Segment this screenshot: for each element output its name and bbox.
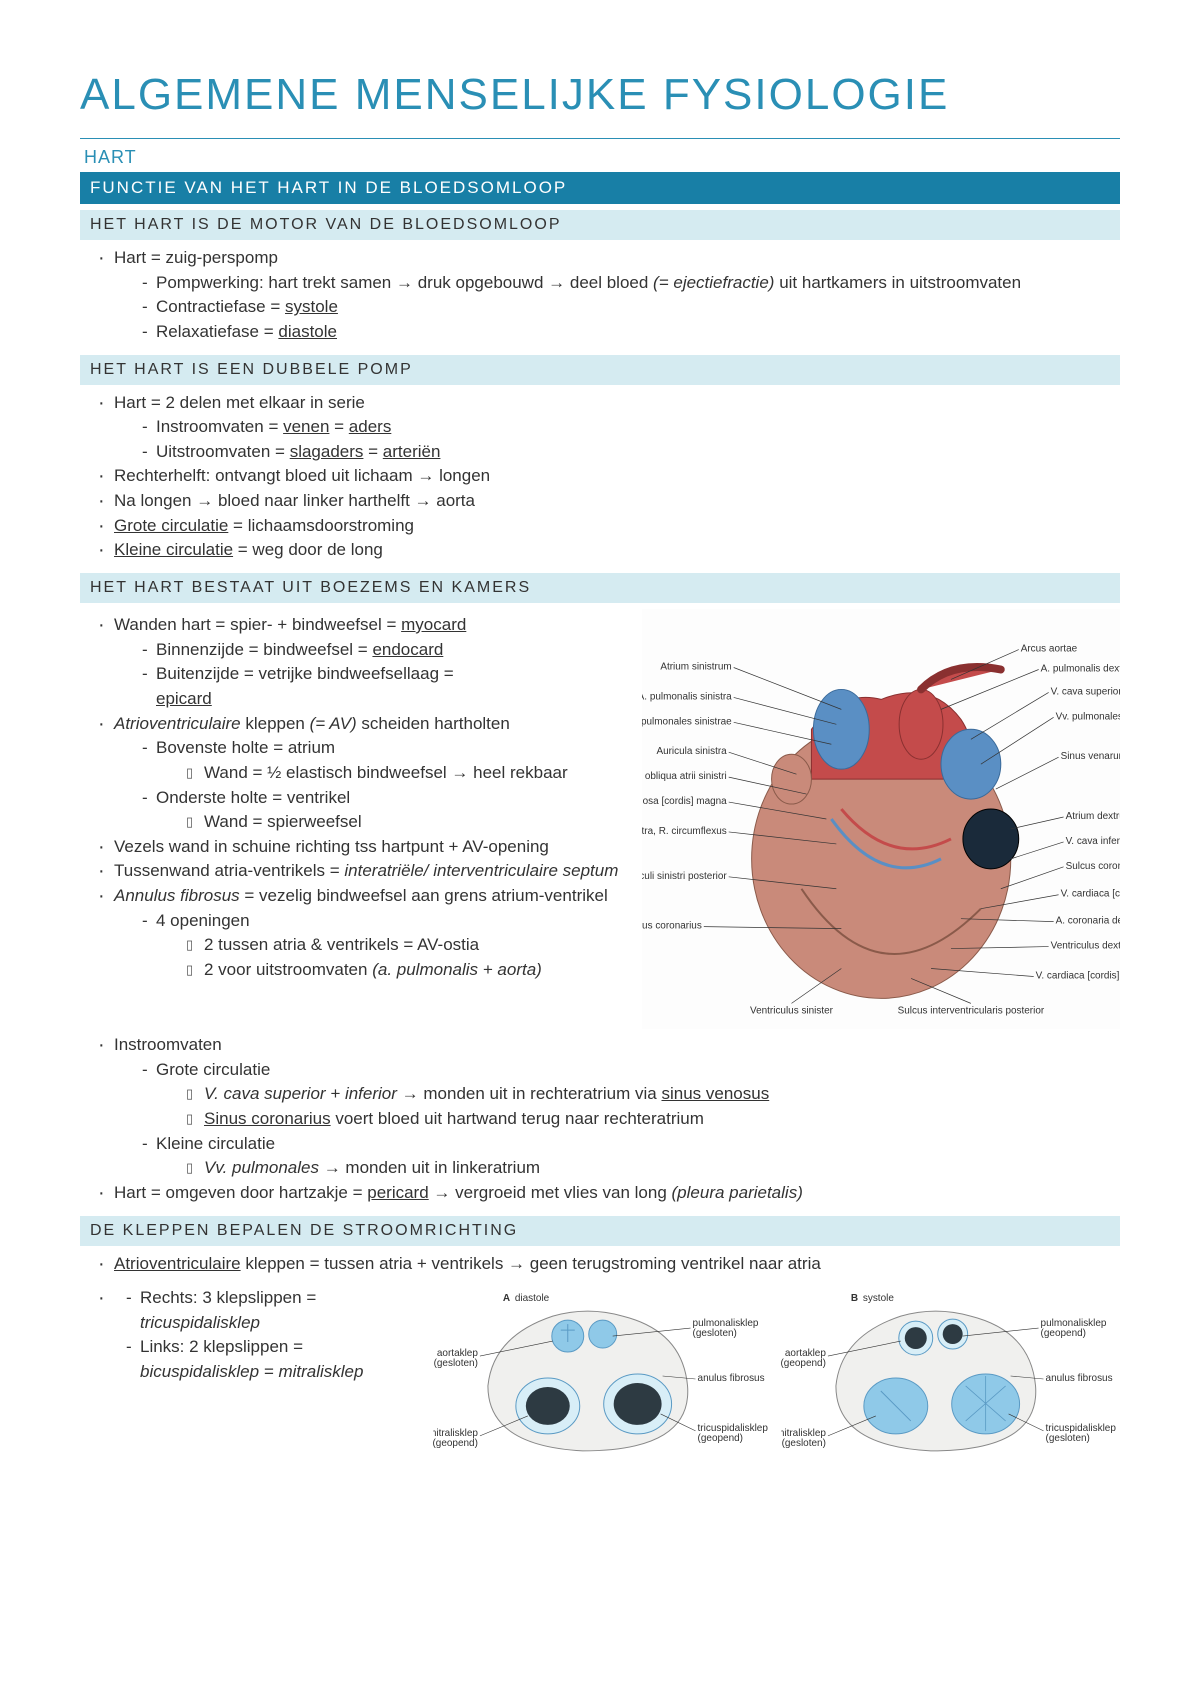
svg-text:anulus fibrosus: anulus fibrosus [1045, 1373, 1112, 1384]
list-item: Links: 2 klepslippen = bicuspidalisklep … [126, 1335, 423, 1384]
subheader-boezems: HET HART BESTAAT UIT BOEZEMS EN KAMERS [80, 573, 1120, 603]
banner-functie: FUNCTIE VAN HET HART IN DE BLOEDSOMLOOP [80, 172, 1120, 204]
list-item: Annulus fibrosus = vezelig bindweefsel a… [98, 884, 628, 983]
list-item: Wand = spierweefsel [186, 810, 628, 835]
svg-text:Sinus coronarius: Sinus coronarius [642, 921, 702, 932]
svg-text:A. coronaria sinistra, R. circ: A. coronaria sinistra, R. circumflexus [642, 826, 727, 837]
svg-text:(geopend): (geopend) [433, 1438, 478, 1449]
svg-text:Vv. pulmonales dextrae: Vv. pulmonales dextrae [1055, 711, 1120, 722]
list-item: Kleine circulatie Vv. pulmonales → monde… [142, 1132, 1120, 1181]
list-item: Pompwerking: hart trekt samen → druk opg… [142, 271, 1120, 296]
svg-text:A. pulmonalis dextra: A. pulmonalis dextra [1040, 664, 1120, 675]
list-item: Atrioventriculaire kleppen = tussen atri… [98, 1252, 1120, 1277]
svg-text:V. cardiaca [cordis] parva: V. cardiaca [cordis] parva [1060, 889, 1120, 900]
list-item: Instroomvaten = venen = aders [142, 415, 1120, 440]
list-item: Contractiefase = systole [142, 295, 1120, 320]
svg-text:(geopend): (geopend) [1040, 1328, 1085, 1339]
list-item: 2 voor uitstroomvaten (a. pulmonalis + a… [186, 958, 628, 983]
list-item: V. cava superior + inferior → monden uit… [186, 1082, 1120, 1107]
page-title: ALGEMENE MENSELIJKE FYSIOLOGIE [80, 70, 1120, 120]
svg-text:A. pulmonalis sinistra: A. pulmonalis sinistra [642, 691, 732, 702]
list-item: Grote circulatie V. cava superior + infe… [142, 1058, 1120, 1132]
list-item: Vv. pulmonales → monden uit in linkeratr… [186, 1156, 1120, 1181]
list-item: Atrioventriculaire kleppen (= AV) scheid… [98, 712, 628, 835]
svg-text:systole: systole [862, 1293, 893, 1304]
svg-text:B: B [850, 1293, 857, 1304]
svg-text:(gesloten): (gesloten) [781, 1438, 825, 1449]
list-item: 4 openingen 2 tussen atria & ventrikels … [142, 909, 628, 983]
list-boezems-cont: Instroomvaten Grote circulatie V. cava s… [80, 1033, 1120, 1205]
svg-text:Sinus venarum cavarum: Sinus venarum cavarum [1060, 751, 1120, 762]
section-label-hart: HART [80, 145, 1120, 170]
list-item: Instroomvaten Grote circulatie V. cava s… [98, 1033, 1120, 1181]
list-item: Rechterhelft: ontvangt bloed uit lichaam… [98, 464, 1120, 489]
subheader-motor: HET HART IS DE MOTOR VAN DE BLOEDSOMLOOP [80, 210, 1120, 240]
list-item: Sinus coronarius voert bloed uit hartwan… [186, 1107, 1120, 1132]
list-item: Grote circulatie = lichaamsdoorstroming [98, 514, 1120, 539]
svg-text:V. obliqua atrii sinistri: V. obliqua atrii sinistri [642, 771, 727, 782]
list-item: Wanden hart = spier- + bindweefsel = myo… [98, 613, 628, 712]
list-item: Buitenzijde = vetrijke bindweefsellaag =… [142, 662, 628, 711]
list-item: Vezels wand in schuine richting tss hart… [98, 835, 628, 860]
svg-text:V. ventriculi sinistri posteri: V. ventriculi sinistri posterior [642, 871, 727, 882]
svg-text:diastole: diastole [515, 1293, 550, 1304]
list-item: Uitstroomvaten = slagaders = arteriën [142, 440, 1120, 465]
list-kleppen: Atrioventriculaire kleppen = tussen atri… [80, 1252, 1120, 1277]
list-item: Rechts: 3 klepslippen = tricuspidaliskle… [126, 1286, 423, 1335]
list-dubbele-pomp: Hart = 2 delen met elkaar in serie Instr… [80, 391, 1120, 563]
subheader-kleppen: DE KLEPPEN BEPALEN DE STROOMRICHTING [80, 1216, 1120, 1246]
list-item: 2 tussen atria & ventrikels = AV-ostia [186, 933, 628, 958]
list-item: Bovenste holte = atrium Wand = ½ elastis… [142, 736, 628, 785]
svg-text:(gesloten): (gesloten) [1045, 1433, 1089, 1444]
svg-text:(gesloten): (gesloten) [693, 1328, 737, 1339]
svg-text:Arcus aortae: Arcus aortae [1020, 644, 1077, 655]
svg-text:Auricula sinistra: Auricula sinistra [656, 746, 727, 757]
list-item: Hart = omgeven door hartzakje = pericard… [98, 1181, 1120, 1206]
valve-figure-diastole: A diastole aortaklep (gesloten) mitralis… [433, 1286, 772, 1466]
svg-text:(geopend): (geopend) [781, 1358, 826, 1369]
svg-text:V. cordiosa [cordis] magna: V. cordiosa [cordis] magna [642, 796, 727, 807]
svg-text:V. cava superior: V. cava superior [1050, 686, 1120, 697]
svg-text:Ventriculus sinister: Ventriculus sinister [750, 1005, 834, 1016]
list-item: Hart = 2 delen met elkaar in serie Instr… [98, 391, 1120, 465]
svg-text:Atrium dextrum: Atrium dextrum [1065, 811, 1120, 822]
list-item: Onderste holte = ventrikel Wand = spierw… [142, 786, 628, 835]
svg-text:Vv. pulmonales sinistrae: Vv. pulmonales sinistrae [642, 716, 732, 727]
svg-text:anulus fibrosus: anulus fibrosus [698, 1373, 765, 1384]
svg-text:A: A [503, 1293, 510, 1304]
title-divider [80, 138, 1120, 139]
svg-text:V. cava inferior: V. cava inferior [1065, 836, 1120, 847]
list-item: Wand = ½ elastisch bindweefsel → heel re… [186, 761, 628, 786]
svg-text:Ventriculus dexter: Ventriculus dexter [1050, 941, 1120, 952]
valve-figure-systole: B systole aortaklep (geopend) mitraliskl… [781, 1286, 1120, 1466]
svg-text:Atrium sinistrum: Atrium sinistrum [660, 662, 731, 673]
svg-text:A. coronaria dextra: A. coronaria dextra [1055, 916, 1120, 927]
svg-text:Sulcus interventricularis post: Sulcus interventricularis posterior [897, 1005, 1044, 1016]
list-item: Tussenwand atria-ventrikels = interatrië… [98, 859, 628, 884]
svg-text:(gesloten): (gesloten) [434, 1358, 478, 1369]
heart-anatomy-figure: Atrium sinistrum A. pulmonalis sinistra … [642, 609, 1120, 1029]
list-boezems: Wanden hart = spier- + bindweefsel = myo… [80, 613, 628, 983]
svg-text:Sulcus coronarius: Sulcus coronarius [1065, 861, 1120, 872]
list-item: Binnenzijde = bindweefsel = endocard [142, 638, 628, 663]
list-item: Kleine circulatie = weg door de long [98, 538, 1120, 563]
svg-text:(geopend): (geopend) [698, 1433, 743, 1444]
svg-text:V. cardiaca [cordis] media (V.: V. cardiaca [cordis] media (V. intervent… [1035, 971, 1120, 982]
subheader-dubbele-pomp: HET HART IS EEN DUBBELE POMP [80, 355, 1120, 385]
list-item: Relaxatiefase = diastole [142, 320, 1120, 345]
list-item: Na longen → bloed naar linker harthelft … [98, 489, 1120, 514]
list-motor: Hart = zuig-perspomp Pompwerking: hart t… [80, 246, 1120, 345]
list-item: Hart = zuig-perspomp Pompwerking: hart t… [98, 246, 1120, 345]
